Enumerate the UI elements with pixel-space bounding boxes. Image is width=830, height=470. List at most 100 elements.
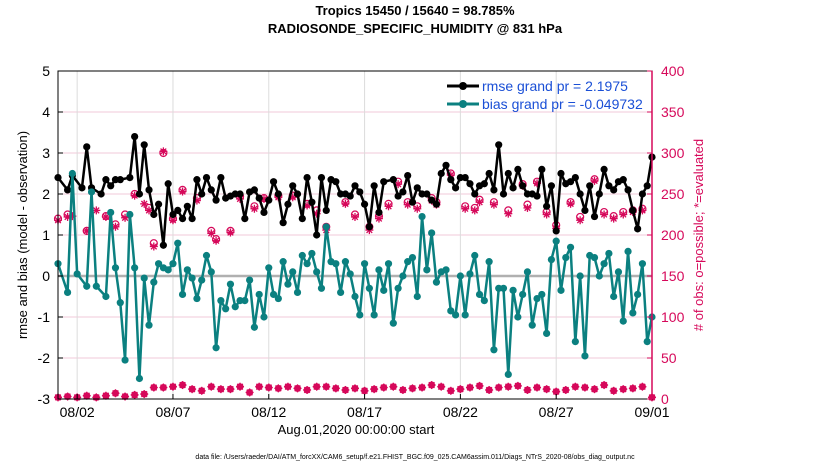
obs-evaluated-marker	[461, 204, 470, 213]
y-tick-label: 4	[42, 104, 50, 120]
bias-point	[629, 309, 637, 317]
obs-count-star	[446, 386, 455, 395]
rmse-point	[365, 223, 373, 231]
obs-evaluated-marker	[111, 222, 120, 231]
rmse-point	[198, 190, 206, 198]
x-axis-label: Aug.01,2020 00:00:00 start	[278, 422, 435, 437]
bias-point	[610, 292, 618, 301]
obs-evaluated-marker	[609, 214, 618, 223]
bias-point	[135, 374, 144, 383]
rmse-point	[451, 184, 460, 192]
obs-count-star	[82, 391, 91, 400]
bias-point	[581, 352, 589, 360]
bias-point	[317, 284, 326, 292]
rmse-point	[63, 186, 72, 194]
obs-count-star	[159, 383, 168, 392]
bias-point	[375, 266, 383, 274]
obs-count-star	[303, 385, 312, 394]
rmse-point	[404, 171, 412, 180]
legend-rmse-marker	[459, 82, 467, 90]
bias-point	[404, 258, 412, 266]
obs-evaluated-marker	[504, 209, 513, 218]
bias-point	[480, 297, 488, 305]
x-tick-label: 08/12	[251, 404, 286, 420]
bias-point	[313, 268, 321, 276]
y-right-tick-label: 150	[661, 268, 685, 284]
rmse-point	[188, 215, 196, 223]
rmse-point	[495, 141, 503, 149]
obs-count-star	[351, 384, 359, 393]
grid	[58, 71, 653, 399]
bias-point	[509, 286, 517, 294]
y-right-tick-label: 0	[661, 391, 669, 407]
obs-count-star	[197, 386, 206, 395]
obs-evaluated-marker	[207, 229, 216, 238]
bias-point	[174, 239, 182, 247]
bias-point	[83, 282, 91, 290]
bias-point	[217, 297, 225, 305]
obs-evaluated-marker	[475, 198, 484, 207]
rmse-point	[576, 190, 584, 198]
rmse-point	[471, 190, 479, 198]
x-tick-label: 09/01	[634, 404, 669, 420]
bias-point	[279, 258, 287, 266]
rmse-point	[356, 188, 364, 196]
bias-point	[68, 169, 76, 178]
rmse-point	[351, 182, 359, 190]
obs-count-star	[360, 386, 369, 395]
obs-count-star	[236, 382, 245, 391]
rmse-point	[265, 196, 273, 204]
chart-subtitle: RADIOSONDE_SPECIFIC_HUMIDITY @ 831 hPa	[268, 21, 563, 36]
bias-point	[466, 270, 474, 278]
bias-point	[308, 249, 316, 258]
rmse-point	[178, 215, 187, 223]
bias-point	[303, 260, 311, 268]
obs-count-star	[331, 384, 340, 393]
rmse-point	[207, 186, 215, 194]
bias-point	[178, 290, 187, 299]
y-tick-label: 0	[42, 268, 50, 284]
obs-count-star	[427, 381, 436, 390]
obs-evaluated-marker	[145, 206, 154, 215]
obs-count-star	[264, 383, 273, 392]
bias-point	[418, 212, 426, 221]
bias-point	[514, 313, 522, 321]
obs-count-star	[178, 381, 187, 390]
rmse-point	[236, 190, 244, 198]
obs-count-star	[456, 385, 465, 394]
rmse-point	[380, 178, 388, 186]
bias-point	[337, 288, 345, 296]
x-tick-label: 08/22	[443, 404, 478, 420]
rmse-point	[423, 190, 431, 198]
bias-point	[63, 288, 72, 296]
rmse-point	[370, 182, 378, 190]
rmse-point	[437, 169, 445, 178]
rmse-point	[217, 174, 225, 182]
rmse-point	[600, 165, 608, 173]
rmse-point	[135, 190, 144, 198]
obs-count-star	[245, 388, 254, 397]
y-right-tick-label: 300	[661, 145, 685, 161]
rmse-point	[504, 169, 512, 178]
rmse-point	[619, 176, 627, 184]
rmse-point	[193, 176, 201, 184]
rmse-point	[107, 182, 115, 190]
bias-point	[346, 270, 354, 278]
bias-point	[413, 292, 421, 301]
series-lines	[54, 133, 656, 383]
rmse-point	[102, 176, 110, 184]
obs-count-star	[130, 390, 139, 399]
rmse-point	[159, 241, 167, 249]
obs-count-star	[149, 383, 158, 392]
bias-point	[370, 311, 378, 319]
legend-bias-marker	[459, 100, 467, 108]
bias-point	[423, 266, 431, 274]
rmse-point	[183, 202, 191, 210]
rmse-line	[57, 135, 654, 247]
rmse-point	[250, 186, 259, 194]
obs-evaluated-marker	[590, 176, 599, 185]
bias-point	[193, 294, 201, 303]
obs-count-star	[418, 383, 427, 392]
obs-count-star	[398, 385, 407, 394]
bias-point	[126, 210, 134, 219]
